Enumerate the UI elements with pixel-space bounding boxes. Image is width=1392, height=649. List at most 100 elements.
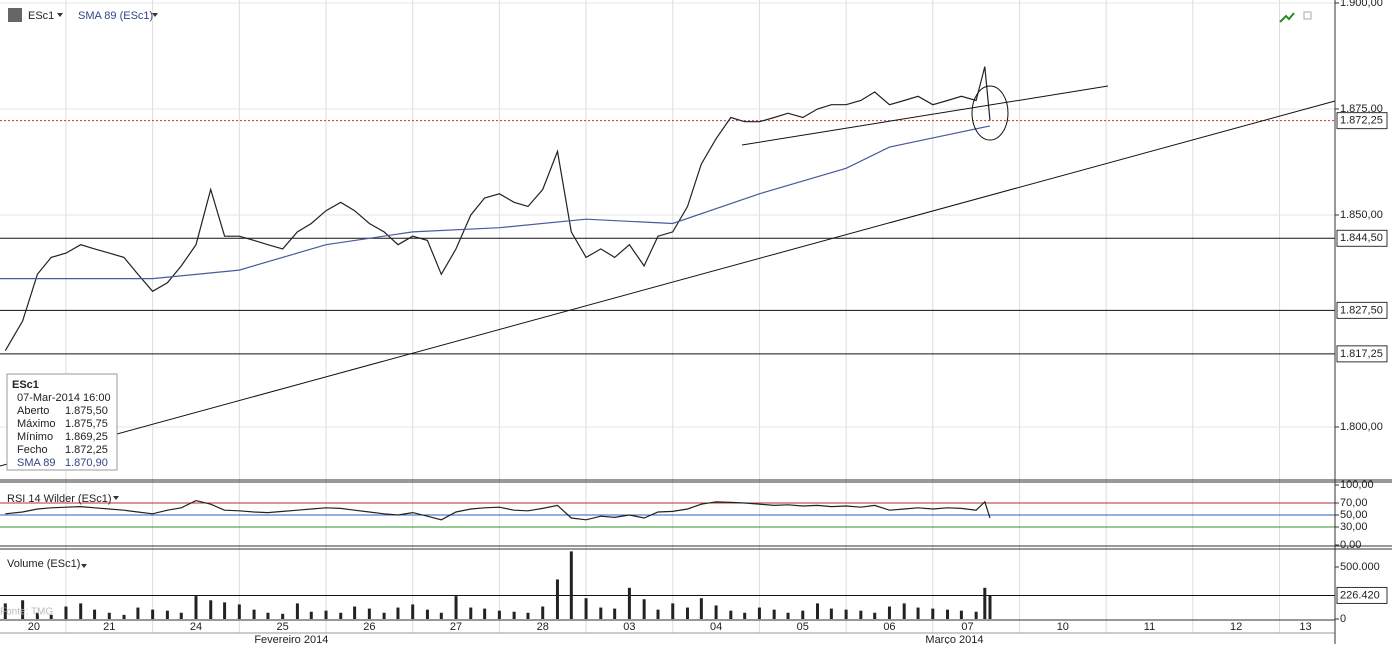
volume-bar (237, 604, 241, 619)
volume-bar (988, 595, 992, 619)
y-tick-label: 100,00 (1340, 479, 1374, 491)
y-tick-label: 50,00 (1340, 509, 1368, 521)
x-tick-label: 25 (277, 621, 289, 633)
level-label: 1.844,50 (1340, 232, 1383, 244)
volume-bar (309, 611, 313, 619)
y-tick-label: 30,00 (1340, 521, 1368, 533)
volume-bar (469, 607, 473, 619)
volume-bar (757, 607, 761, 619)
icon[interactable] (1279, 12, 1295, 23)
panel-title: RSI 14 Wilder (ESc1) (7, 493, 112, 505)
icon[interactable] (8, 8, 22, 22)
y-tick-label: 70,00 (1340, 497, 1368, 509)
icon[interactable] (1303, 11, 1312, 20)
volume-bar (136, 607, 140, 619)
info-label: Fecho (17, 444, 48, 456)
dropdown[interactable] (152, 13, 158, 17)
x-tick-label: 10 (1057, 621, 1069, 633)
indicator[interactable]: SMA 89 (ESc1) (78, 10, 153, 22)
volume-bar (959, 610, 963, 619)
symbol[interactable]: ESc1 (28, 10, 54, 22)
volume-bar (844, 609, 848, 619)
volume-bar (873, 612, 877, 619)
volume-bar (439, 612, 443, 619)
volume-bar (367, 608, 371, 619)
x-tick-label: 20 (28, 621, 40, 633)
volume-bar (483, 608, 487, 619)
volume-bar (714, 605, 718, 619)
volume-bar (35, 612, 39, 619)
volume-bar (584, 598, 588, 619)
volume-bar (49, 614, 53, 619)
volume-bar (859, 610, 863, 619)
volume-bar (64, 606, 68, 619)
circle-annotation (971, 85, 1009, 141)
volume-bar (454, 596, 458, 619)
volume-bar (411, 604, 415, 619)
x-tick-label: 21 (103, 621, 115, 633)
volume-bar (613, 608, 617, 619)
volume-bar (931, 608, 935, 619)
info-title: ESc1 (12, 379, 39, 391)
x-tick-label: 28 (537, 621, 549, 633)
y-tick-label: 0,00 (1340, 539, 1361, 551)
volume-bar (79, 603, 83, 619)
level-label: 1.827,50 (1340, 304, 1383, 316)
y-tick-label: 1.900,00 (1340, 0, 1383, 9)
volume-bar (324, 610, 328, 619)
info-label: Mínimo (17, 431, 53, 443)
volume-bar (729, 610, 733, 619)
month-label: Março 2014 (925, 634, 983, 644)
level-box (1336, 586, 1388, 604)
y-tick-label: 0 (1340, 613, 1346, 625)
volume-bar (497, 610, 501, 619)
volume-bar (382, 612, 386, 619)
volume-bar (656, 609, 660, 619)
x-tick-label: 26 (363, 621, 375, 633)
volume-bar (21, 600, 25, 619)
volume-bar (974, 611, 978, 619)
volume-bar (946, 609, 950, 619)
volume-bar (252, 609, 256, 619)
volume-bar (786, 612, 790, 619)
volume-bar (916, 607, 920, 619)
volume-bar (3, 603, 7, 619)
volume-bar (353, 606, 357, 619)
volume-bar (642, 599, 646, 619)
volume-bar (801, 610, 805, 619)
x-tick-label: 03 (623, 621, 635, 633)
volume-bar (902, 603, 906, 619)
trendline (741, 85, 1109, 146)
volume-bar (671, 603, 675, 619)
series-line (4, 66, 991, 352)
volume-bar (599, 607, 603, 619)
x-tick-label: 11 (1144, 621, 1155, 633)
dropdown[interactable] (57, 13, 63, 17)
x-tick-label: 27 (450, 621, 462, 633)
volume-bar (816, 603, 820, 619)
dropdown[interactable] (113, 496, 119, 500)
level-label: 226.420 (1340, 589, 1380, 601)
volume-bar (396, 607, 400, 619)
volume-bar (887, 606, 891, 619)
dropdown[interactable] (81, 564, 87, 568)
volume-bar (512, 611, 516, 619)
volume-bar (122, 614, 126, 619)
volume-bar (107, 612, 111, 619)
level-box (1336, 345, 1388, 363)
volume-bar (194, 596, 198, 619)
x-tick-label: 07 (961, 621, 973, 633)
trendline (0, 100, 1336, 467)
volume-bar (165, 610, 169, 619)
volume-bar (295, 603, 299, 619)
volume-bar (772, 609, 776, 619)
y-tick-label: 500.000 (1340, 561, 1380, 573)
volume-bar (425, 609, 429, 619)
sma-line (0, 125, 991, 280)
volume-bar (685, 607, 689, 619)
level-box (1336, 301, 1388, 319)
volume-bar (743, 612, 747, 619)
